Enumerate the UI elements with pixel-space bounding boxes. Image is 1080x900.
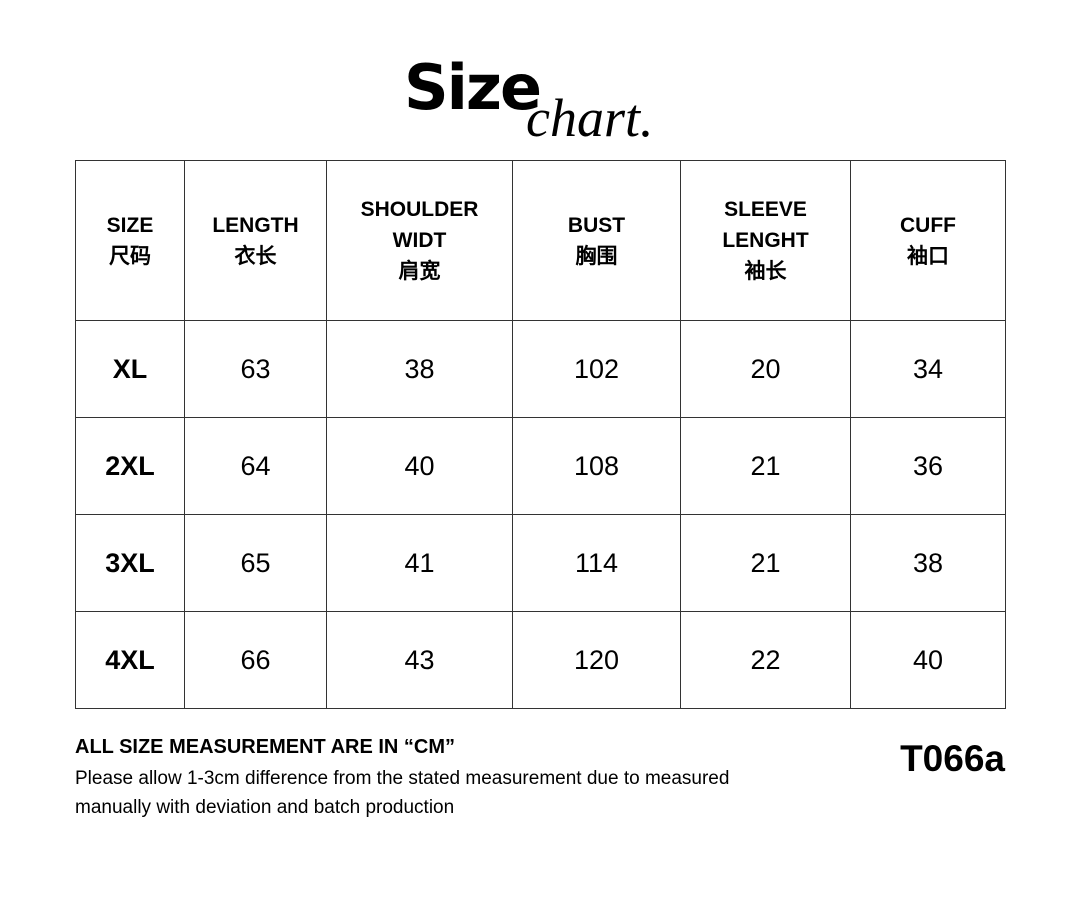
header-cn: 胸围 (575, 244, 618, 268)
value-cell: 102 (512, 320, 681, 418)
unit-note: ALL SIZE MEASUREMENT ARE IN “CM” (75, 736, 456, 758)
value-cell: 120 (512, 611, 681, 709)
value-cell: 40 (850, 611, 1006, 709)
header-en: SHOULDER WIDT (360, 198, 479, 252)
column-header: SHOULDER WIDT 肩宽 (326, 160, 513, 321)
value-cell: 65 (184, 514, 327, 612)
header-en: SLEEVE LENGHT (722, 198, 809, 252)
size-cell: XL (75, 320, 185, 418)
value-cell: 21 (680, 514, 851, 612)
value-cell: 63 (184, 320, 327, 418)
column-header: SIZE 尺码 (75, 160, 185, 321)
header-cn: 肩宽 (398, 260, 441, 283)
value-cell: 64 (184, 417, 327, 515)
column-header: CUFF 袖口 (850, 160, 1006, 321)
size-cell: 3XL (75, 514, 185, 612)
header-cn: 尺码 (109, 244, 151, 268)
size-cell: 4XL (75, 611, 185, 709)
column-header: BUST 胸围 (512, 160, 681, 321)
size-cell: 2XL (75, 417, 185, 515)
value-cell: 38 (850, 514, 1006, 612)
table-row: 4XL 66 43 120 22 40 (75, 611, 1006, 709)
value-cell: 108 (512, 417, 681, 515)
header-cn: 衣长 (234, 244, 277, 268)
table-row: 2XL 64 40 108 21 36 (75, 417, 1006, 515)
header-cn: 袖长 (744, 260, 787, 283)
value-cell: 66 (184, 611, 327, 709)
size-chart-title: Size chart. (404, 48, 704, 148)
value-cell: 20 (680, 320, 851, 418)
value-cell: 34 (850, 320, 1006, 418)
disclaimer-note: Please allow 1-3cm difference from the s… (75, 768, 730, 818)
value-cell: 114 (512, 514, 681, 612)
value-cell: 40 (326, 417, 513, 515)
title-main: Size (404, 51, 542, 124)
value-cell: 21 (680, 417, 851, 515)
title-sub: chart. (526, 88, 654, 148)
header-en: BUST (567, 213, 626, 237)
value-cell: 36 (850, 417, 1006, 515)
size-table: SIZE 尺码 LENGTH 衣长 SHOULDER WIDT 肩宽 BUST 胸围 SLEEV… (75, 160, 1006, 709)
value-cell: 38 (326, 320, 513, 418)
header-row: SIZE 尺码 LENGTH 衣长 SHOULDER WIDT 肩宽 BUST 胸围 SLEEV… (75, 160, 1006, 321)
product-code: T066a (900, 738, 1005, 779)
value-cell: 22 (680, 611, 851, 709)
header-en: LENGTH (212, 213, 299, 237)
header-en: SIZE (106, 213, 154, 237)
value-cell: 43 (326, 611, 513, 709)
table-row: 3XL 65 41 114 21 38 (75, 514, 1006, 612)
value-cell: 41 (326, 514, 513, 612)
header-cn: 袖口 (907, 244, 949, 268)
table-row: XL 63 38 102 20 34 (75, 320, 1006, 418)
column-header: LENGTH 衣长 (184, 160, 327, 321)
column-header: SLEEVE LENGHT 袖长 (680, 160, 851, 321)
header-en: CUFF (900, 213, 956, 237)
